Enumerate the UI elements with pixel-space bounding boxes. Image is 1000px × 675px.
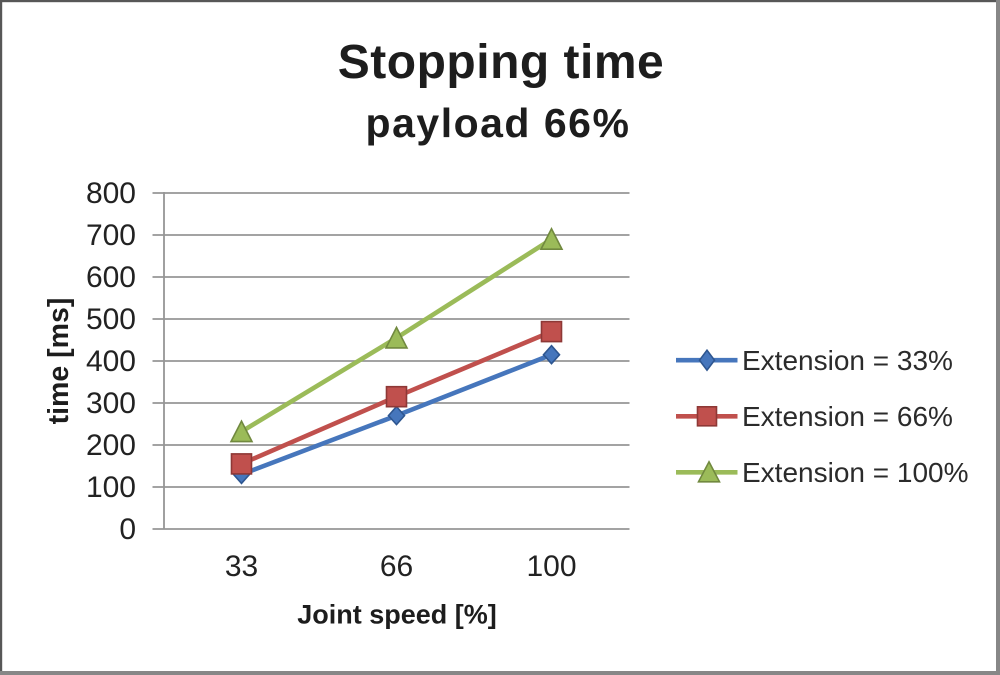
svg-text:33: 33 <box>225 550 258 583</box>
svg-text:200: 200 <box>86 429 136 462</box>
svg-text:time [ms]: time [ms] <box>43 298 75 425</box>
svg-text:100: 100 <box>86 471 136 504</box>
svg-text:600: 600 <box>86 261 136 294</box>
svg-text:300: 300 <box>86 387 136 420</box>
svg-text:Extension = 100%: Extension = 100% <box>742 457 969 488</box>
svg-text:Extension = 33%: Extension = 33% <box>742 345 953 376</box>
svg-text:400: 400 <box>86 345 136 378</box>
svg-text:0: 0 <box>119 513 136 546</box>
svg-text:700: 700 <box>86 219 136 252</box>
svg-text:500: 500 <box>86 303 136 336</box>
svg-text:66: 66 <box>380 550 413 583</box>
svg-text:Stopping time: Stopping time <box>338 36 664 89</box>
svg-text:Joint speed [%]: Joint speed [%] <box>297 600 497 630</box>
svg-text:100: 100 <box>526 550 576 583</box>
svg-text:800: 800 <box>86 177 136 210</box>
svg-text:Extension = 66%: Extension = 66% <box>742 401 953 432</box>
svg-text:payload 66%: payload 66% <box>366 100 631 146</box>
